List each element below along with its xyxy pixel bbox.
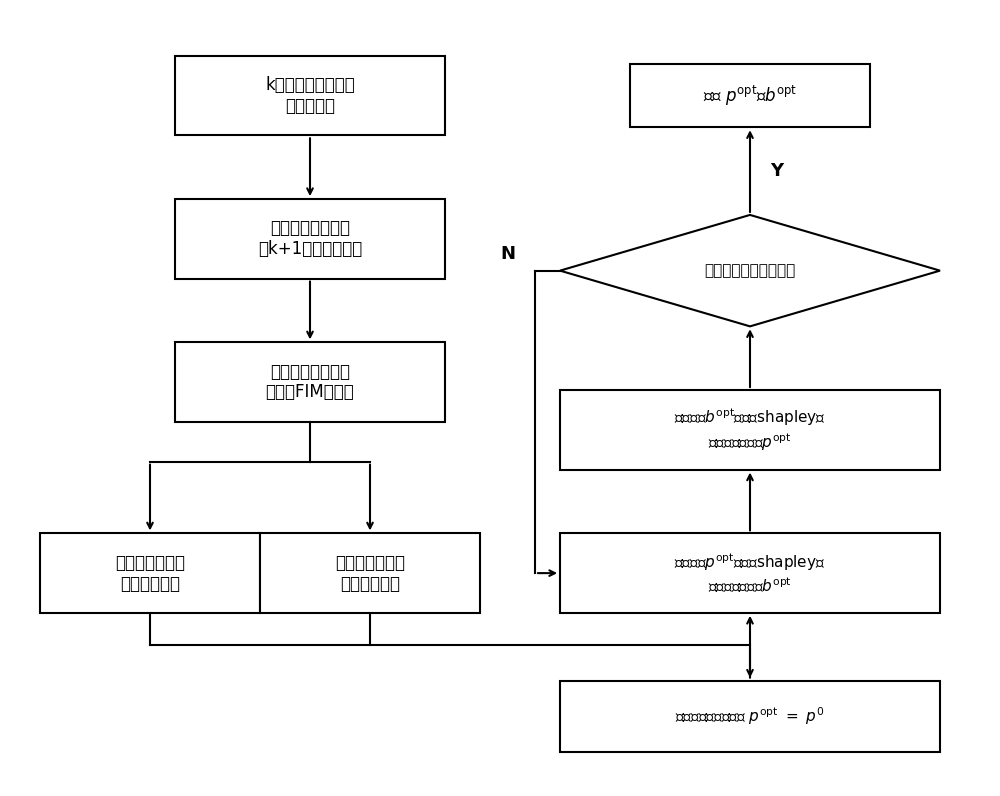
FancyBboxPatch shape (175, 342, 445, 422)
FancyBboxPatch shape (260, 533, 480, 613)
FancyBboxPatch shape (630, 64, 870, 127)
Text: Y: Y (770, 162, 783, 180)
Text: 获取跟踪精度最差
目标的FIM行列式: 获取跟踪精度最差 目标的FIM行列式 (266, 363, 354, 401)
FancyBboxPatch shape (175, 199, 445, 279)
FancyBboxPatch shape (40, 533, 260, 613)
Text: 设置功率分配初始值 $p^{\mathrm{opt}}$ $=$ $p^0$: 设置功率分配初始值 $p^{\mathrm{opt}}$ $=$ $p^0$ (675, 705, 825, 728)
Text: 建立带宽分配的
合作博弈模型: 建立带宽分配的 合作博弈模型 (335, 554, 405, 592)
FancyBboxPatch shape (175, 56, 445, 135)
Polygon shape (560, 215, 940, 326)
Text: 建立功率分配的
合作博弈模型: 建立功率分配的 合作博弈模型 (115, 554, 185, 592)
Text: N: N (500, 244, 515, 263)
Text: 跟踪性能满足收敛条件: 跟踪性能满足收敛条件 (704, 263, 796, 278)
Text: 输出 $p^{\mathrm{opt}}$、$b^{\mathrm{opt}}$: 输出 $p^{\mathrm{opt}}$、$b^{\mathrm{opt}}$ (703, 84, 797, 107)
FancyBboxPatch shape (560, 390, 940, 470)
FancyBboxPatch shape (560, 533, 940, 613)
Text: 固定功率$p^{\mathrm{opt}}$，利用shapley值
算法求带宽分配$b^{\mathrm{opt}}$: 固定功率$p^{\mathrm{opt}}$，利用shapley值 算法求带宽分… (674, 551, 826, 595)
Text: k时刻组网雷达对目
标进行跟踪: k时刻组网雷达对目 标进行跟踪 (265, 76, 355, 115)
Text: 固定带宽$b^{\mathrm{opt}}$，利用shapley值
算法求功率分配$p^{\mathrm{opt}}$: 固定带宽$b^{\mathrm{opt}}$，利用shapley值 算法求功率分… (674, 407, 826, 453)
Text: 利用卡尔曼滤波预
测k+1时刻目标状态: 利用卡尔曼滤波预 测k+1时刻目标状态 (258, 220, 362, 258)
FancyBboxPatch shape (560, 681, 940, 752)
